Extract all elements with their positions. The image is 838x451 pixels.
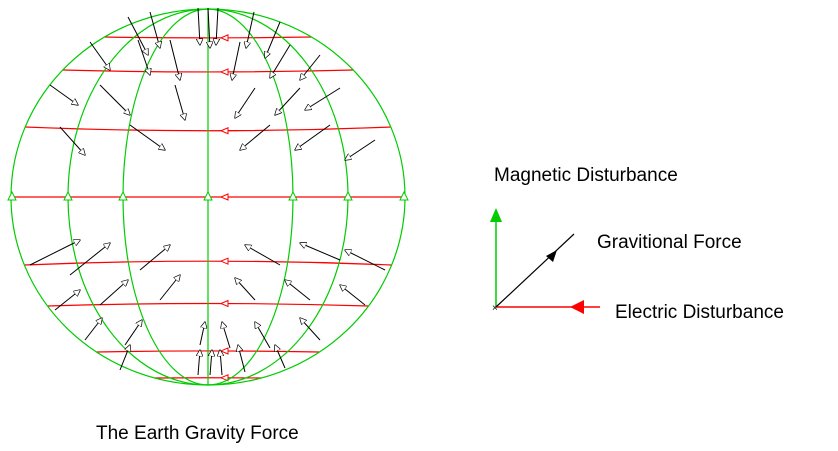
gravity-vector-arrow [55, 290, 80, 310]
gravity-vector-arrow [285, 280, 310, 300]
magnetic-arrowhead [490, 208, 502, 222]
gravity-vector-arrow [238, 345, 245, 372]
gravity-vector-arrow [232, 42, 240, 80]
gravity-vector-arrow [255, 322, 270, 348]
gravity-vector-arrow [140, 245, 170, 270]
legend-axes: × [490, 208, 600, 314]
gravity-vector-arrow [340, 285, 365, 305]
electric-arrowhead [570, 300, 584, 314]
gravity-vector-arrow [30, 240, 80, 265]
gravity-vector-arrow [220, 350, 222, 375]
gravity-vector-arrow [295, 125, 330, 150]
meridian-direction-marker [204, 192, 212, 200]
gravity-vector-arrow [222, 322, 230, 348]
meridian-direction-marker [64, 192, 72, 200]
meridian-direction-marker [344, 192, 352, 200]
gravity-vector-arrow [200, 322, 205, 345]
meridian-direction-marker [119, 192, 127, 200]
gravity-arrowhead [546, 250, 557, 262]
parallel-direction-marker [221, 258, 228, 264]
gravity-vector-arrow [198, 8, 200, 45]
magnetic-disturbance-label: Magnetic Disturbance [494, 165, 678, 186]
gravity-vector-arrow [100, 85, 130, 115]
gravity-vector-arrow [160, 275, 180, 300]
gravity-vector-arrow [345, 140, 375, 160]
diagram-caption: The Earth Gravity Force [96, 423, 299, 444]
gravity-vector-arrow [210, 350, 212, 375]
meridian-direction-marker [8, 192, 16, 200]
electric-disturbance-label: Electric Disturbance [615, 302, 784, 323]
meridian-direction-marker [400, 192, 408, 200]
gravity-vector-arrow [300, 243, 340, 260]
parallel-direction-marker [221, 194, 228, 200]
gravity-vector-arrow [175, 85, 185, 120]
gravity-vector-arrow [300, 318, 320, 340]
gravity-vector-arrow [85, 318, 102, 340]
gravity-axis [496, 234, 574, 307]
gravity-vector-arrow [138, 40, 150, 75]
parallel-direction-marker [221, 35, 228, 41]
gravity-vector-arrow [128, 17, 148, 55]
globe [8, 8, 408, 385]
parallel-direction-marker [221, 348, 228, 354]
gravity-vector-arrow [305, 88, 340, 110]
gravity-vector-arrow [100, 280, 128, 305]
gravity-vector-arrow [235, 88, 255, 118]
gravity-vector-arrow [345, 250, 385, 270]
gravity-vector-arrow [170, 40, 180, 80]
gravitional-force-label: Gravitional Force [597, 232, 742, 253]
gravity-vector-arrow [240, 125, 270, 150]
gravity-vector-arrow [90, 42, 110, 70]
gravity-vector-arrow [216, 8, 218, 45]
gravity-vector-arrow [150, 12, 160, 48]
gravity-vector-arrow [125, 320, 142, 345]
parallel-direction-marker [221, 300, 228, 306]
gravity-vector-arrow [198, 350, 200, 375]
gravity-vector-arrow [50, 85, 78, 105]
parallel-direction-marker [221, 128, 228, 134]
gravity-vector-arrow [265, 22, 280, 58]
gravity-vector-arrow [275, 345, 285, 368]
origin-mark: × [492, 303, 498, 314]
gravity-vector-arrow [270, 45, 290, 78]
gravity-vector-arrow [130, 125, 165, 150]
gravity-vector-arrow [235, 278, 255, 300]
meridian-direction-marker [289, 192, 297, 200]
parallel-direction-marker [221, 69, 228, 75]
